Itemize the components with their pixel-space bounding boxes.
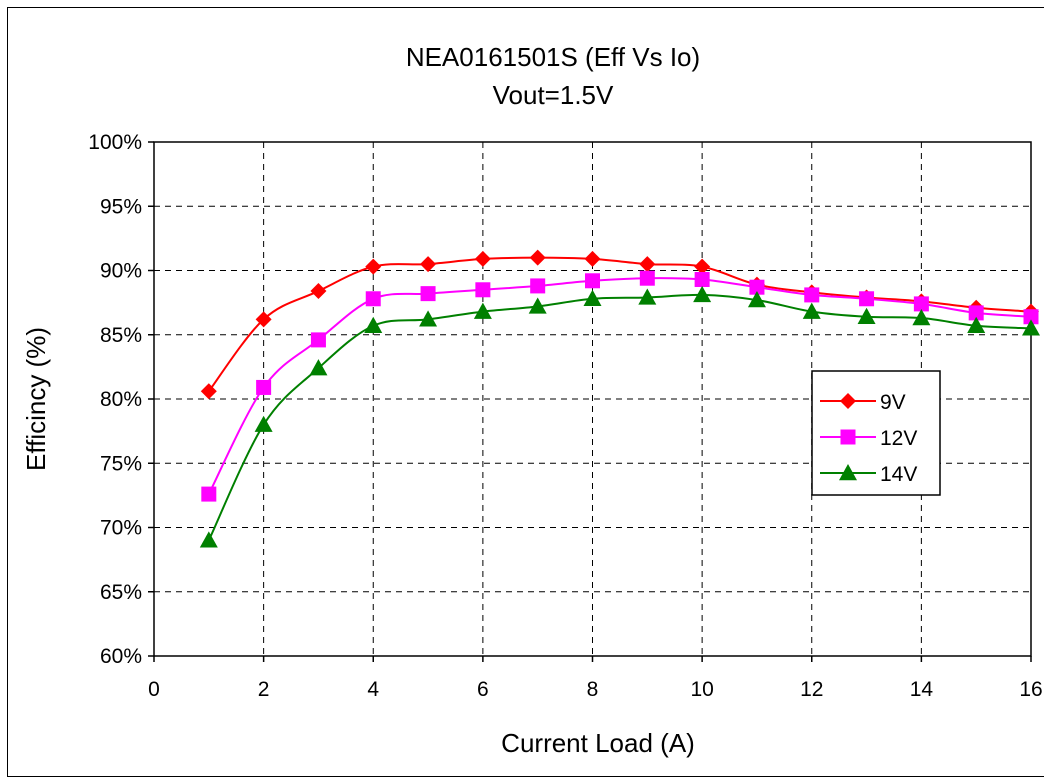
x-axis-label: Current Load (A)	[501, 728, 695, 758]
legend-label-9v: 9V	[880, 391, 906, 414]
data-point-12v	[365, 291, 381, 307]
data-point-12v	[749, 279, 765, 295]
y-tick-label: 90%	[100, 260, 142, 283]
data-point-9v	[365, 258, 382, 275]
legend-label-12v: 12V	[880, 427, 917, 450]
data-point-9v	[255, 311, 272, 328]
data-point-14v	[528, 297, 547, 314]
legend-label-14v: 14V	[880, 463, 917, 486]
data-point-9v	[584, 250, 601, 267]
data-point-12v	[256, 379, 272, 395]
y-tick-label: 85%	[100, 324, 142, 347]
data-point-12v	[585, 273, 600, 289]
data-point-14v	[583, 289, 602, 306]
data-point-12v	[639, 270, 655, 286]
data-point-9v	[310, 283, 327, 300]
data-point-9v	[694, 258, 711, 275]
data-point-12v	[859, 291, 875, 307]
x-tick-label: 16	[1019, 678, 1042, 701]
data-point-12v	[530, 278, 546, 294]
data-point-12v	[804, 287, 820, 303]
data-point-12v	[1023, 309, 1039, 325]
x-tick-label: 4	[367, 678, 379, 701]
data-point-9v	[200, 383, 217, 400]
data-point-14v	[199, 531, 218, 548]
series-group	[199, 249, 1040, 548]
data-point-14v	[693, 285, 712, 303]
x-tick-label: 12	[800, 678, 823, 701]
x-tick-label: 10	[690, 678, 713, 701]
y-tick-label: 70%	[100, 517, 142, 540]
data-point-14v	[747, 291, 766, 308]
legend-marker-9v	[840, 393, 856, 409]
axis-ticks: 0 2 4 6 8 10 12 14 16 60% 65% 70% 75% 80% 85% 90% 95% 100…	[88, 131, 1042, 701]
data-point-14v	[1022, 319, 1040, 336]
x-tick-label: 6	[477, 678, 489, 701]
data-point-14v	[857, 307, 876, 324]
data-point-14v	[473, 302, 492, 319]
legend-marker-14v	[839, 464, 857, 481]
data-point-12v	[420, 286, 436, 302]
data-point-9v	[639, 256, 656, 273]
data-point-9v	[420, 256, 437, 273]
y-tick-label: 95%	[100, 195, 142, 218]
data-point-14v	[638, 288, 657, 305]
data-point-9v	[529, 249, 546, 266]
data-point-9v	[474, 250, 491, 267]
legend-box	[811, 370, 941, 496]
series-14v	[199, 285, 1040, 548]
data-point-12v	[310, 332, 326, 348]
x-tick-label: 0	[148, 678, 160, 701]
data-point-14v	[309, 359, 328, 376]
series-12v	[201, 270, 1039, 502]
y-tick-label: 100%	[88, 131, 142, 154]
data-point-12v	[694, 271, 710, 287]
y-tick-label: 60%	[100, 645, 142, 668]
x-tick-label: 8	[587, 678, 599, 701]
data-point-14v	[254, 415, 273, 432]
data-point-12v	[968, 305, 984, 321]
data-point-14v	[802, 302, 821, 319]
legend-marker-12v	[840, 429, 856, 445]
legend: 9V 12V 14V	[811, 370, 941, 496]
data-point-12v	[475, 282, 491, 298]
chart-title: NEA0161501S (Eff Vs Io)	[406, 42, 700, 72]
data-point-14v	[364, 316, 383, 333]
data-point-12v	[201, 486, 217, 502]
data-point-14v	[912, 309, 931, 326]
y-axis-label: Efficincy (%)	[21, 327, 51, 471]
data-point-12v	[913, 296, 929, 312]
data-point-14v	[419, 310, 438, 327]
chart-subtitle: Vout=1.5V	[493, 80, 614, 110]
y-tick-label: 75%	[100, 452, 142, 475]
x-tick-label: 14	[910, 678, 934, 701]
data-point-14v	[967, 316, 986, 333]
y-tick-label: 65%	[100, 581, 142, 604]
x-tick-label: 2	[258, 678, 270, 701]
series-line-9v	[208, 256, 1032, 392]
y-tick-label: 80%	[100, 388, 142, 411]
